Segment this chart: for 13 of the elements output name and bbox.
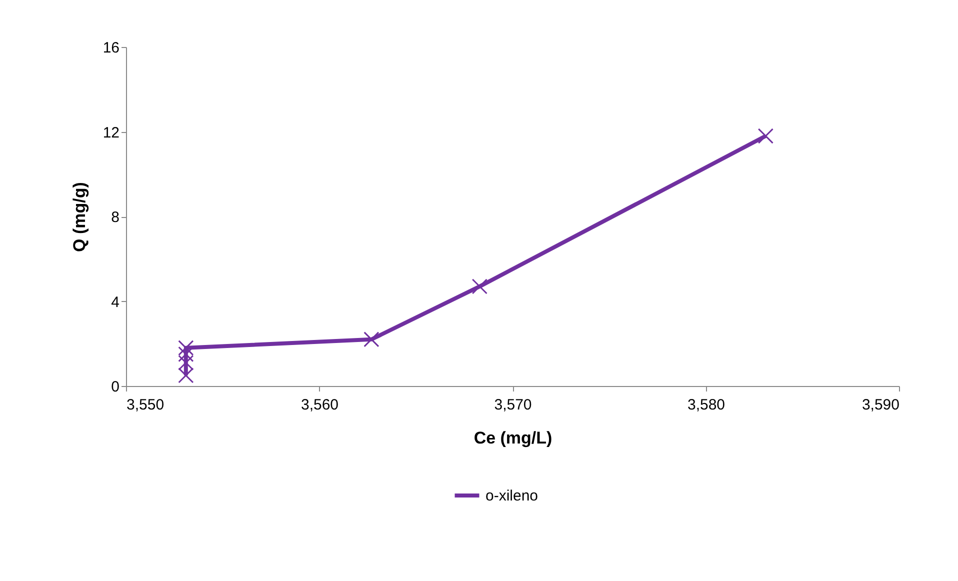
y-tick-label: 16 — [102, 40, 120, 56]
x-axis-title: Ce (mg/L) — [474, 428, 552, 448]
y-tick-label: 8 — [111, 209, 120, 226]
y-axis-title: Q (mg/g) — [70, 182, 89, 252]
x-tick-label: 3,560 — [300, 396, 339, 414]
x-tick-label: 3,570 — [494, 396, 532, 414]
y-tick-label: 4 — [111, 294, 120, 311]
y-tick-label: 0 — [111, 378, 120, 396]
x-tick-label: 3,580 — [687, 396, 726, 414]
x-tick-label: 3,550 — [126, 396, 164, 414]
x-tick-label: 3,590 — [862, 396, 900, 414]
legend-label: o-xileno — [486, 488, 538, 504]
y-tick-label: 12 — [102, 124, 120, 142]
